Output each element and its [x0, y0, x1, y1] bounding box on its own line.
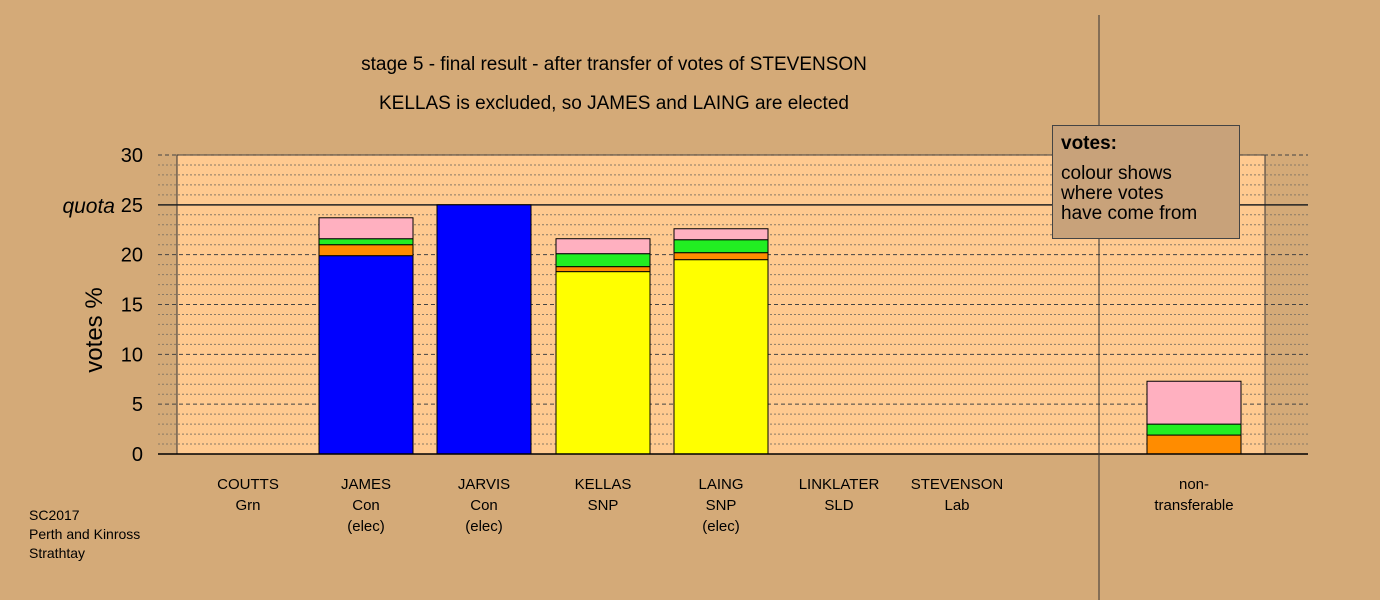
- legend-line: where votes: [1061, 183, 1164, 204]
- source-note: SC2017 Perth and Kinross Strathtay: [29, 506, 140, 563]
- legend-line: colour shows: [1061, 163, 1172, 184]
- source-line: SC2017: [29, 507, 80, 523]
- y-tick-label: 25: [121, 195, 143, 217]
- bar-segment: [1146, 423, 1242, 436]
- quota-label: quota: [62, 195, 115, 218]
- bar-segment: [673, 239, 769, 254]
- x-tick-label-party: transferable: [1154, 497, 1233, 514]
- x-tick-label-name: JARVIS: [458, 476, 510, 493]
- bar-segment: [318, 244, 414, 257]
- x-tick-label-status: (elec): [465, 518, 503, 535]
- bar-segment: [555, 238, 651, 255]
- x-tick-label-party: SLD: [824, 497, 853, 514]
- bar-segment: [555, 253, 651, 268]
- x-tick-label-status: (elec): [347, 518, 385, 535]
- y-tick-label: 30: [121, 145, 143, 167]
- y-tick-label: 20: [121, 245, 143, 267]
- bar-segment: [673, 252, 769, 261]
- bar-segment: [673, 228, 769, 241]
- chart-subtitle: KELLAS is excluded, so JAMES and LAING a…: [379, 93, 849, 114]
- x-tick-label-name: LAING: [698, 476, 743, 493]
- x-tick-labels: COUTTS Grn JAMES Con (elec) JARVIS Con (elec) KE…: [217, 476, 1233, 535]
- x-tick-label-party: Con: [352, 497, 380, 514]
- y-tick-label: 15: [121, 295, 143, 317]
- y-tick-labels: 0 5 10 15 20 25 30: [121, 145, 143, 466]
- x-tick-label-status: (elec): [702, 518, 740, 535]
- bar-segment: [1146, 380, 1242, 425]
- x-tick-label-party: Lab: [944, 497, 969, 514]
- x-tick-label-name: JAMES: [341, 476, 391, 493]
- bar-segment: [555, 271, 651, 455]
- chart-title: stage 5 - final result - after transfer …: [361, 54, 867, 75]
- y-tick-label: 0: [132, 444, 143, 466]
- source-line: Perth and Kinross: [29, 526, 141, 542]
- bar-segment: [436, 204, 532, 455]
- bar-segment: [318, 217, 414, 240]
- bar-segment: [318, 238, 414, 246]
- axes: [158, 15, 1308, 600]
- y-tick-label: 5: [132, 394, 143, 416]
- legend-line: have come from: [1061, 203, 1198, 224]
- y-tick-label: 10: [121, 344, 143, 366]
- x-tick-label-name: non-: [1179, 476, 1209, 493]
- x-tick-label-name: LINKLATER: [799, 476, 880, 493]
- x-tick-label-party: SNP: [588, 497, 619, 514]
- x-tick-label-party: SNP: [706, 497, 737, 514]
- bar-segment: [318, 255, 414, 455]
- x-tick-label-name: STEVENSON: [911, 476, 1004, 493]
- source-line: Strathtay: [29, 545, 86, 561]
- bar-segment: [1146, 434, 1242, 455]
- legend: votes: colour shows where votes have com…: [1052, 125, 1240, 239]
- x-tick-label-party: Grn: [235, 497, 260, 514]
- bars: [318, 204, 1242, 455]
- x-tick-label-name: KELLAS: [575, 476, 632, 493]
- bar-segment: [555, 266, 651, 273]
- x-tick-label-party: Con: [470, 497, 498, 514]
- y-axis-label: votes %: [81, 287, 108, 372]
- legend-heading: votes:: [1061, 133, 1117, 154]
- bar-segment: [673, 259, 769, 455]
- x-tick-label-name: COUTTS: [217, 476, 279, 493]
